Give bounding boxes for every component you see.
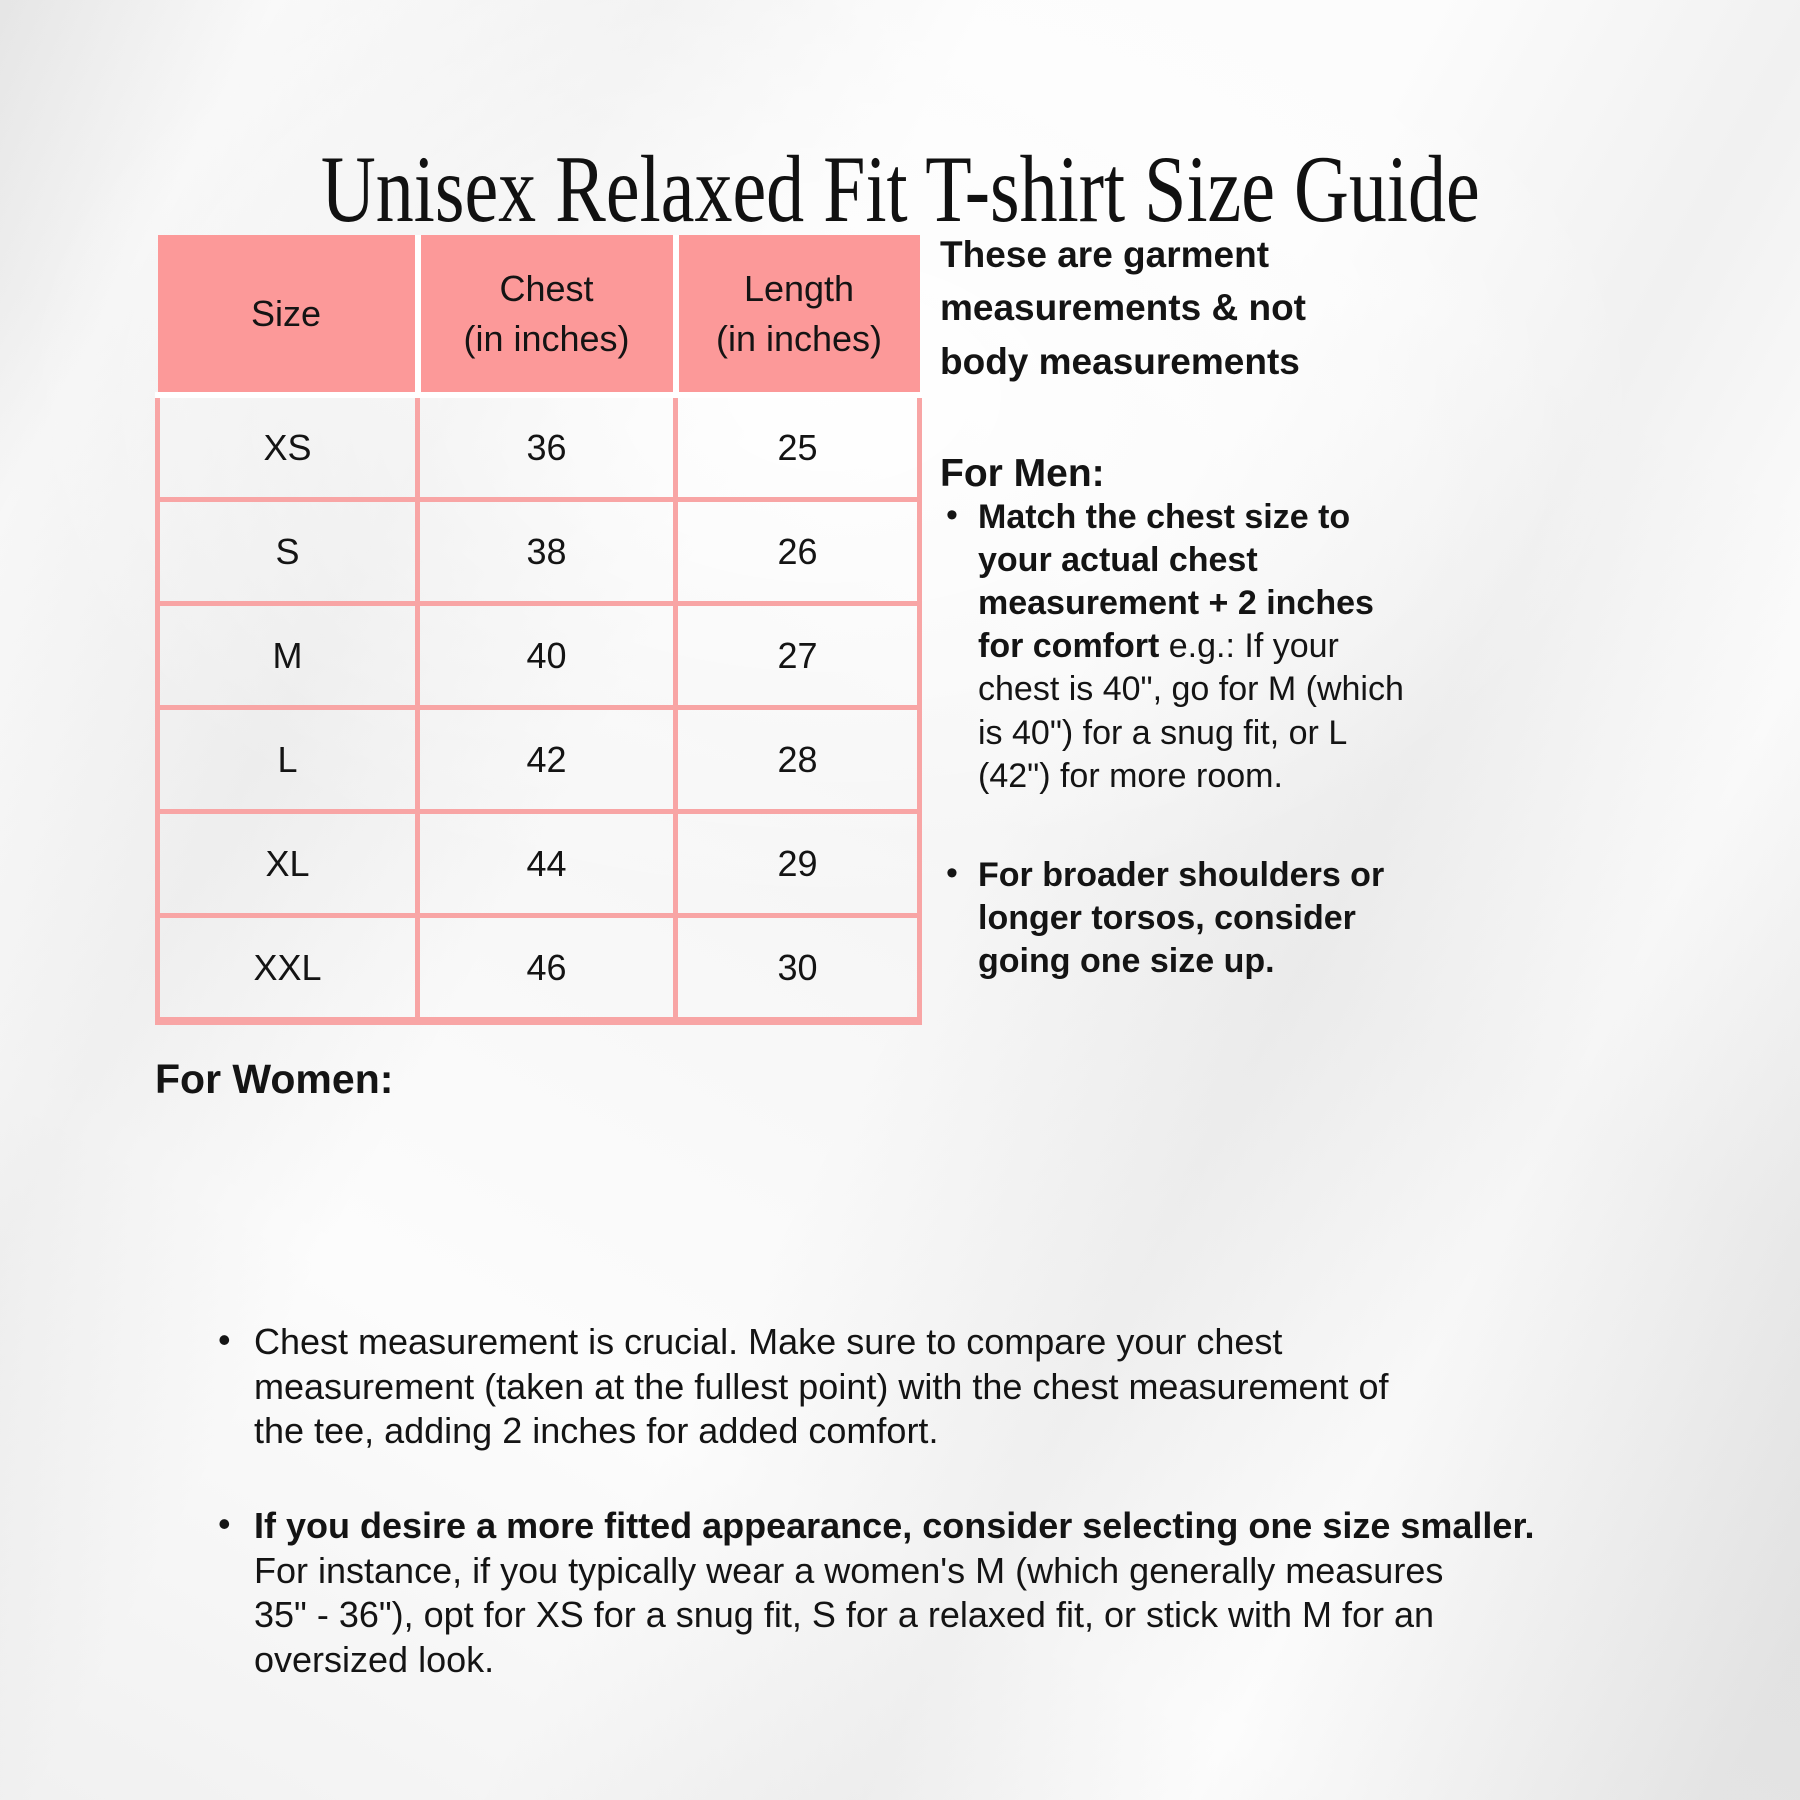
header-chest-line2: (in inches) <box>463 317 630 359</box>
cell-length: 25 <box>673 392 922 502</box>
cell-size: XS <box>155 392 420 502</box>
women-bullet-item: • If you desire a more fitted appearance,… <box>212 1502 1712 1683</box>
bullet-icon: • <box>946 495 958 534</box>
table-row: XS 36 25 <box>155 392 922 502</box>
header-cell-chest: Chest (in inches) <box>414 235 676 398</box>
header-size-line1: Size <box>250 292 322 334</box>
cell-length: 30 <box>673 913 922 1025</box>
women-heading: For Women: <box>155 1056 394 1102</box>
cell-chest: 44 <box>415 809 678 918</box>
cell-size: M <box>155 601 420 710</box>
women-bullet-regular-text: For instance, if you typically wear a wo… <box>254 1549 1444 1680</box>
table-row: XXL 46 30 <box>155 913 922 1025</box>
men-bullet-bold-text: For broader shoulders or longer torsos, … <box>978 856 1385 981</box>
women-bullet-bold-text: If you desire a more fitted appearance, … <box>254 1504 1535 1546</box>
bullet-icon: • <box>218 1502 231 1544</box>
bullet-icon: • <box>946 854 958 892</box>
cell-size: XL <box>155 809 420 918</box>
size-table-container: Size Chest (in inches) Length (in inches) … <box>155 235 922 1025</box>
table-row: M 40 27 <box>155 601 922 710</box>
table-header-row: Size Chest (in inches) Length (in inches) <box>157 235 920 398</box>
cell-length: 27 <box>673 601 922 710</box>
page-title-text: Unisex Relaxed Fit T-shirt Size Guide <box>320 135 1480 242</box>
header-cell-size: Size <box>157 235 418 398</box>
cell-size: XXL <box>155 913 420 1025</box>
cell-size: L <box>155 705 420 814</box>
men-bullet-regular-text: e.g.: If your chest is 40", go for M (wh… <box>978 627 1404 795</box>
cell-chest: 46 <box>415 913 678 1025</box>
table-row: L 42 28 <box>155 705 922 814</box>
cell-chest: 40 <box>415 601 678 710</box>
men-heading: For Men: <box>940 451 1105 495</box>
header-length-line1: Length <box>743 267 855 309</box>
women-bullet-list: • Chest measurement is crucial. Make sure… <box>212 1319 1712 1683</box>
cell-length: 28 <box>673 705 922 814</box>
table-row: XL 44 29 <box>155 809 922 918</box>
garment-note: These are garment measurements & not bod… <box>940 234 1306 382</box>
women-bullet-item: • Chest measurement is crucial. Make sure… <box>212 1319 1712 1454</box>
bullet-icon: • <box>218 1319 231 1360</box>
header-chest-line1: Chest <box>499 267 594 309</box>
right-column: These are garment measurements & not bod… <box>940 228 1440 984</box>
header-length-line2: (in inches) <box>715 317 883 359</box>
cell-chest: 42 <box>415 705 678 814</box>
page-title: Unisex Relaxed Fit T-shirt Size Guide <box>0 134 1800 244</box>
table-row: S 38 26 <box>155 497 922 606</box>
women-bullet-regular-text: Chest measurement is crucial. Make sure … <box>254 1321 1389 1452</box>
men-bullet-item: • For broader shoulders or longer torsos,… <box>940 854 1440 984</box>
size-table: Size Chest (in inches) Length (in inches) … <box>155 235 922 1025</box>
cell-length: 29 <box>673 809 922 918</box>
cell-length: 26 <box>673 497 922 606</box>
cell-size: S <box>155 497 420 606</box>
men-bullet-item: • Match the chest size to your actual che… <box>940 496 1440 798</box>
header-cell-length: Length (in inches) <box>672 235 920 398</box>
men-bullet-bold-text: Match the chest size to your actual ches… <box>978 497 1374 666</box>
cell-chest: 36 <box>415 392 678 502</box>
cell-chest: 38 <box>415 497 678 606</box>
men-bullet-list: • Match the chest size to your actual che… <box>940 496 1440 984</box>
